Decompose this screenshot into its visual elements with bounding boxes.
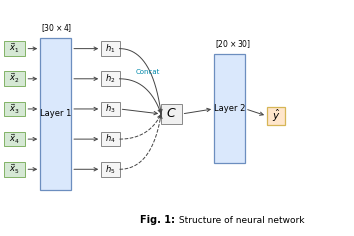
Text: Layer 1: Layer 1	[40, 109, 72, 118]
Text: Fig. 1:: Fig. 1:	[140, 215, 175, 225]
FancyBboxPatch shape	[214, 54, 245, 163]
FancyBboxPatch shape	[101, 41, 120, 56]
FancyBboxPatch shape	[4, 162, 25, 177]
Text: $\vec{x}_3$: $\vec{x}_3$	[9, 102, 20, 116]
Text: $\vec{x}_5$: $\vec{x}_5$	[9, 163, 20, 176]
Text: $h_1$: $h_1$	[105, 42, 115, 55]
Text: $h_2$: $h_2$	[105, 72, 116, 85]
Text: $h_4$: $h_4$	[105, 133, 116, 145]
Text: $[30\times4]$: $[30\times4]$	[41, 22, 72, 34]
FancyBboxPatch shape	[101, 101, 120, 116]
FancyBboxPatch shape	[4, 72, 25, 86]
FancyBboxPatch shape	[4, 101, 25, 116]
Text: $\mathit{C}$: $\mathit{C}$	[166, 107, 177, 121]
FancyBboxPatch shape	[40, 38, 71, 190]
Text: $h_5$: $h_5$	[105, 163, 116, 176]
FancyBboxPatch shape	[161, 104, 182, 124]
Text: $\vec{x}_2$: $\vec{x}_2$	[9, 72, 20, 85]
FancyBboxPatch shape	[101, 162, 120, 177]
Text: $h_3$: $h_3$	[105, 103, 116, 115]
Text: Layer 2: Layer 2	[214, 104, 245, 113]
FancyBboxPatch shape	[101, 72, 120, 86]
Text: $\vec{x}_1$: $\vec{x}_1$	[9, 42, 19, 55]
FancyBboxPatch shape	[267, 107, 285, 125]
Text: Structure of neural network: Structure of neural network	[176, 216, 305, 225]
Text: $\vec{x}_4$: $\vec{x}_4$	[9, 132, 20, 146]
FancyBboxPatch shape	[4, 132, 25, 147]
Text: $[20\times30]$: $[20\times30]$	[215, 38, 251, 50]
FancyBboxPatch shape	[4, 41, 25, 56]
Text: $\hat{y}$: $\hat{y}$	[272, 108, 280, 124]
Text: Concat: Concat	[136, 69, 160, 76]
FancyBboxPatch shape	[101, 132, 120, 147]
